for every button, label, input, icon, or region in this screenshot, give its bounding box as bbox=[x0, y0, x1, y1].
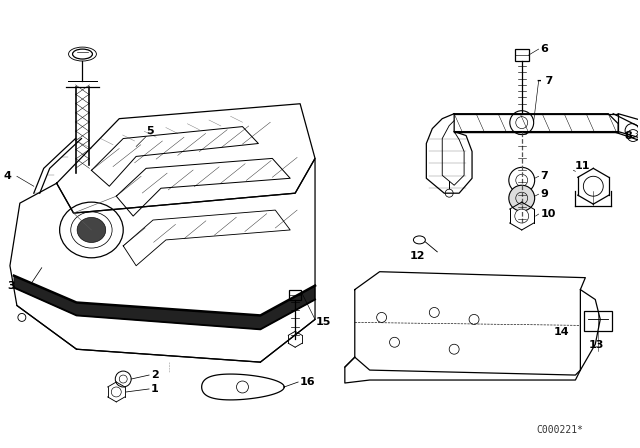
Circle shape bbox=[509, 185, 534, 211]
Text: 7: 7 bbox=[541, 171, 548, 181]
Text: 11: 11 bbox=[575, 161, 590, 171]
Text: 13: 13 bbox=[588, 340, 604, 350]
Text: 6: 6 bbox=[541, 44, 548, 54]
Polygon shape bbox=[14, 276, 315, 329]
Text: 15: 15 bbox=[316, 317, 332, 327]
Text: 14: 14 bbox=[554, 327, 569, 337]
Text: 1: 1 bbox=[151, 384, 159, 394]
Text: 2: 2 bbox=[151, 370, 159, 380]
Text: C000221*: C000221* bbox=[536, 425, 583, 435]
Text: 16: 16 bbox=[300, 377, 316, 387]
Text: 10: 10 bbox=[541, 209, 556, 219]
Text: 8: 8 bbox=[624, 130, 632, 141]
Ellipse shape bbox=[77, 217, 106, 242]
Text: 3: 3 bbox=[7, 280, 15, 291]
Circle shape bbox=[515, 209, 529, 223]
Circle shape bbox=[509, 168, 534, 193]
Text: 4: 4 bbox=[4, 171, 12, 181]
Text: 9: 9 bbox=[541, 189, 548, 199]
Text: 5: 5 bbox=[146, 125, 154, 136]
Text: - 7: - 7 bbox=[537, 76, 553, 86]
Text: 12: 12 bbox=[410, 251, 425, 261]
